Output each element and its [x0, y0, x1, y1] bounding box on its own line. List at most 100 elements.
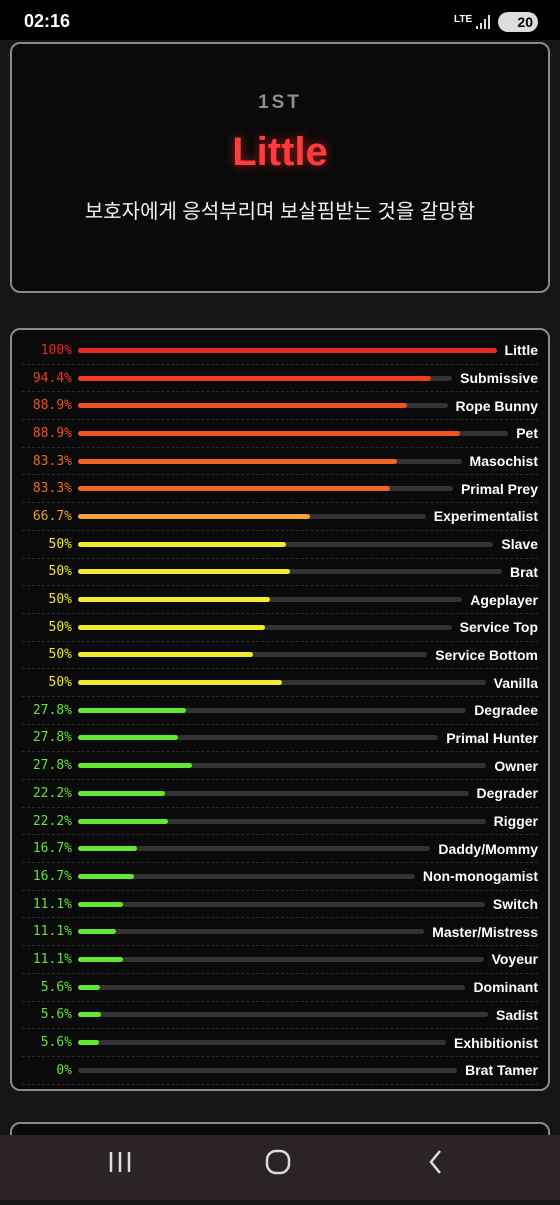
bar-fill	[78, 569, 290, 575]
percent-label: 50%	[48, 619, 72, 635]
result-label: Voyeur	[491, 951, 538, 968]
bar-fill	[78, 790, 165, 796]
bar-track	[78, 652, 428, 658]
bar-track	[78, 956, 484, 962]
bar-fill	[78, 624, 265, 630]
bar-fill	[78, 956, 124, 962]
result-label: Rigger	[493, 813, 538, 830]
bar-track	[78, 846, 431, 852]
bar-track	[78, 430, 509, 436]
result-row: 94.4% Submissive	[22, 365, 538, 393]
percent-label: 0%	[56, 1062, 72, 1078]
bar-fill	[78, 735, 179, 741]
bar-track	[78, 984, 466, 990]
result-row: 83.3% Primal Prey	[22, 475, 538, 504]
result-label: Service Top	[459, 619, 538, 636]
network-type: LTE	[454, 14, 473, 25]
result-row: 88.9% Rope Bunny	[22, 392, 538, 421]
bar-track	[78, 347, 497, 353]
result-row: 5.6% Sadist	[22, 1002, 538, 1030]
result-row: 50% Ageplayer	[22, 586, 538, 614]
bar-fill	[78, 1012, 101, 1018]
result-label: Ageplayer	[470, 591, 538, 608]
result-label: Experimentalist	[433, 508, 538, 525]
result-label: Degradee	[474, 702, 538, 719]
percent-label: 88.9%	[32, 398, 72, 414]
bar-fill	[78, 375, 432, 381]
nav-icons	[109, 1149, 441, 1175]
signal-icon	[476, 15, 490, 29]
bar-fill	[78, 347, 497, 353]
percent-label: 27.8%	[32, 730, 72, 746]
percent-label: 5.6%	[40, 979, 72, 995]
bar-track	[78, 1040, 446, 1046]
result-row: 27.8% Degradee	[22, 697, 538, 725]
percent-label: 83.3%	[32, 453, 72, 469]
bar-track	[78, 486, 453, 492]
bar-track	[78, 624, 452, 630]
result-row: 5.6% Exhibitionist	[22, 1029, 538, 1057]
rank: 1ST	[258, 92, 302, 113]
result-row: 50% Brat	[22, 559, 538, 587]
bar-track	[78, 1012, 488, 1018]
percent-label: 83.3%	[32, 481, 72, 497]
percent-label: 88.9%	[32, 425, 72, 441]
result-label: Non-monogamist	[422, 868, 538, 885]
bar-track	[78, 680, 486, 686]
bar-fill	[78, 818, 169, 824]
home-button[interactable]	[265, 1149, 291, 1175]
percent-label: 66.7%	[32, 508, 72, 524]
bar-track	[78, 513, 426, 519]
percent-label: 50%	[48, 592, 72, 608]
percent-label: 22.2%	[32, 785, 72, 801]
result-row: 11.1% Master/Mistress	[22, 918, 538, 947]
result-label: Pet	[516, 425, 538, 442]
percent-label: 16.7%	[32, 868, 72, 884]
result-row: 88.9% Pet	[22, 420, 538, 448]
result-row: 11.1% Voyeur	[22, 946, 538, 974]
result-row: 5.6% Dominant	[22, 974, 538, 1002]
bar-fill	[78, 652, 253, 658]
percent-label: 50%	[48, 675, 72, 691]
bar-track	[78, 929, 425, 935]
recents-button[interactable]	[109, 1152, 131, 1172]
bar-track	[78, 1067, 458, 1073]
result-row: 22.2% Rigger	[22, 808, 538, 836]
percent-label: 11.1%	[32, 951, 72, 967]
back-button[interactable]	[429, 1150, 441, 1174]
bar-fill	[78, 763, 192, 769]
result-name: Little	[232, 130, 328, 174]
bar-fill	[78, 929, 117, 935]
result-label: Switch	[492, 896, 538, 913]
bar-fill	[78, 707, 186, 713]
percent-label: 27.8%	[32, 758, 72, 774]
result-label: Masochist	[469, 453, 538, 470]
result-label: Primal Prey	[460, 480, 538, 497]
percent-label: 94.4%	[32, 370, 72, 386]
top-result-card: 1ST Little 보호자에게 응석부리며 보살핌받는 것을 갈망함	[10, 42, 550, 293]
percent-label: 22.2%	[32, 813, 72, 829]
clock: 02:16	[24, 11, 71, 31]
percent-label: 50%	[48, 536, 72, 552]
percent-label: 100%	[40, 342, 72, 358]
result-row: 66.7% Experimentalist	[22, 503, 538, 531]
percent-label: 5.6%	[40, 1007, 72, 1023]
result-description: 보호자에게 응석부리며 보살핌받는 것을 갈망함	[84, 201, 476, 223]
bar-fill	[78, 597, 271, 603]
status-bar: 02:16 LTE 20	[0, 0, 560, 40]
result-label: Slave	[501, 536, 538, 553]
bar-fill	[78, 486, 391, 492]
bar-track	[78, 763, 487, 769]
bar-fill	[78, 458, 398, 464]
result-row: 27.8% Primal Hunter	[22, 725, 538, 753]
bar-fill	[78, 873, 135, 879]
bar-fill	[78, 1040, 99, 1046]
result-row: 50% Service Top	[22, 614, 538, 642]
bar-fill	[78, 513, 310, 519]
percent-label: 11.1%	[32, 924, 72, 940]
result-row: 0% Brat Tamer	[22, 1057, 538, 1085]
result-label: Primal Hunter	[446, 729, 538, 746]
bar-track	[78, 818, 486, 824]
percent-label: 16.7%	[32, 841, 72, 857]
result-row: 100% Little	[22, 337, 538, 365]
